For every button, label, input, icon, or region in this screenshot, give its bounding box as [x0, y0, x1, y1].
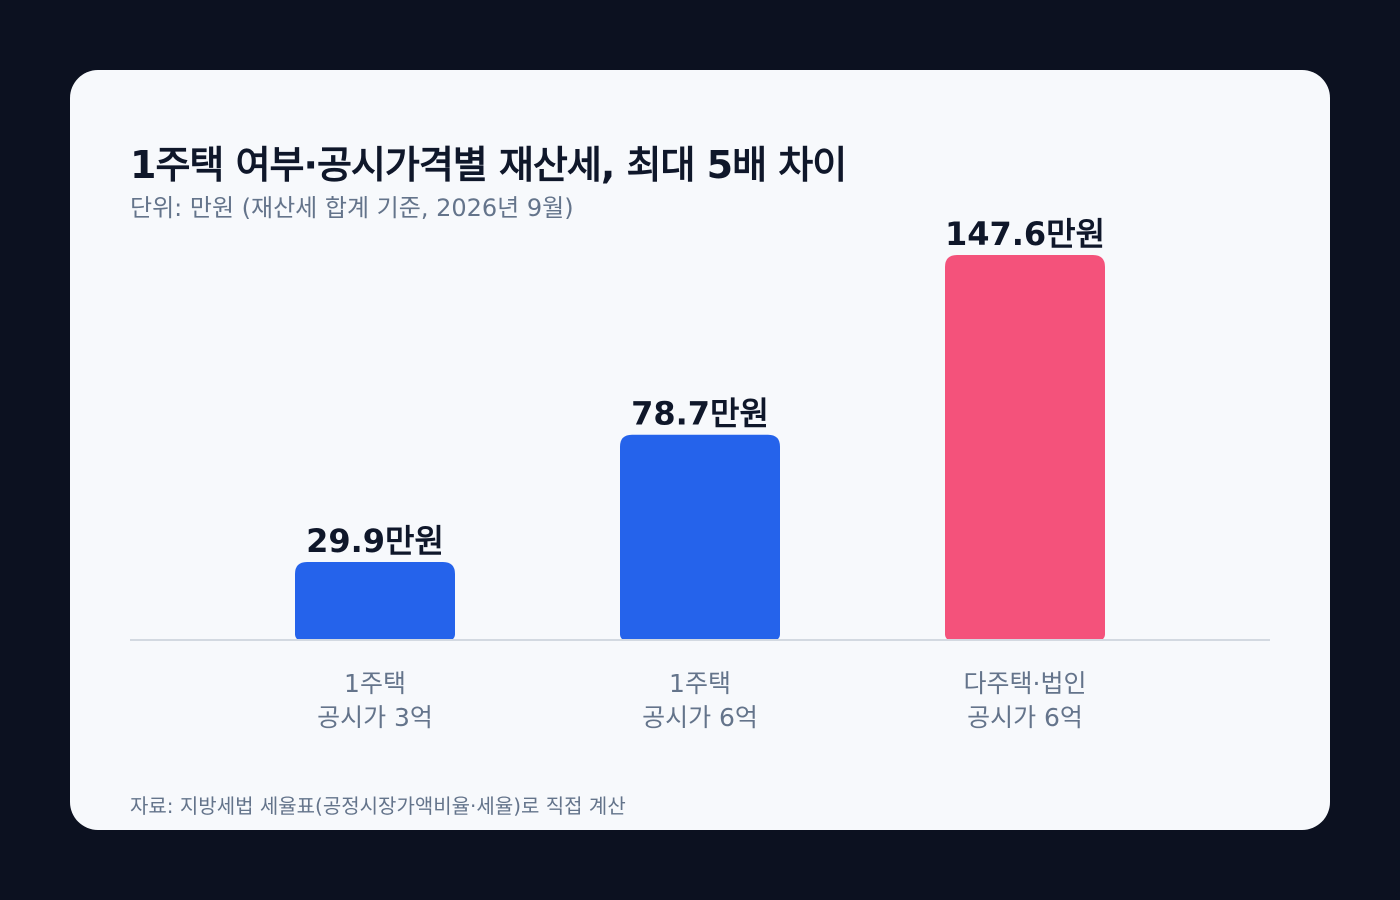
category-label-1-line-2: 공시가 3억 [317, 703, 433, 732]
value-label-3: 147.6만원 [945, 215, 1105, 253]
category-label-2-line-1: 1주택 [669, 669, 731, 698]
chart-subtitle: 단위: 만원 (재산세 합계 기준, 2026년 9월) [130, 194, 574, 222]
chart-card: 1주택 여부·공시가격별 재산세, 최대 5배 차이 단위: 만원 (재산세 합… [70, 70, 1330, 830]
category-label-2-line-2: 공시가 6억 [642, 703, 758, 732]
category-label-3-line-2: 공시가 6억 [967, 703, 1083, 732]
source-note: 자료: 지방세법 세율표(공정시장가액비율·세율)로 직접 계산 [130, 794, 626, 818]
chart-title: 1주택 여부·공시가격별 재산세, 최대 5배 차이 [130, 143, 847, 187]
value-label-2: 78.7만원 [631, 395, 769, 433]
bar-3 [945, 255, 1105, 640]
category-label-3-line-1: 다주택·법인 [964, 669, 1087, 698]
value-label-1: 29.9만원 [306, 522, 444, 560]
bar-1 [295, 562, 455, 640]
bar-2 [620, 434, 780, 640]
category-label-1-line-1: 1주택 [344, 669, 406, 698]
